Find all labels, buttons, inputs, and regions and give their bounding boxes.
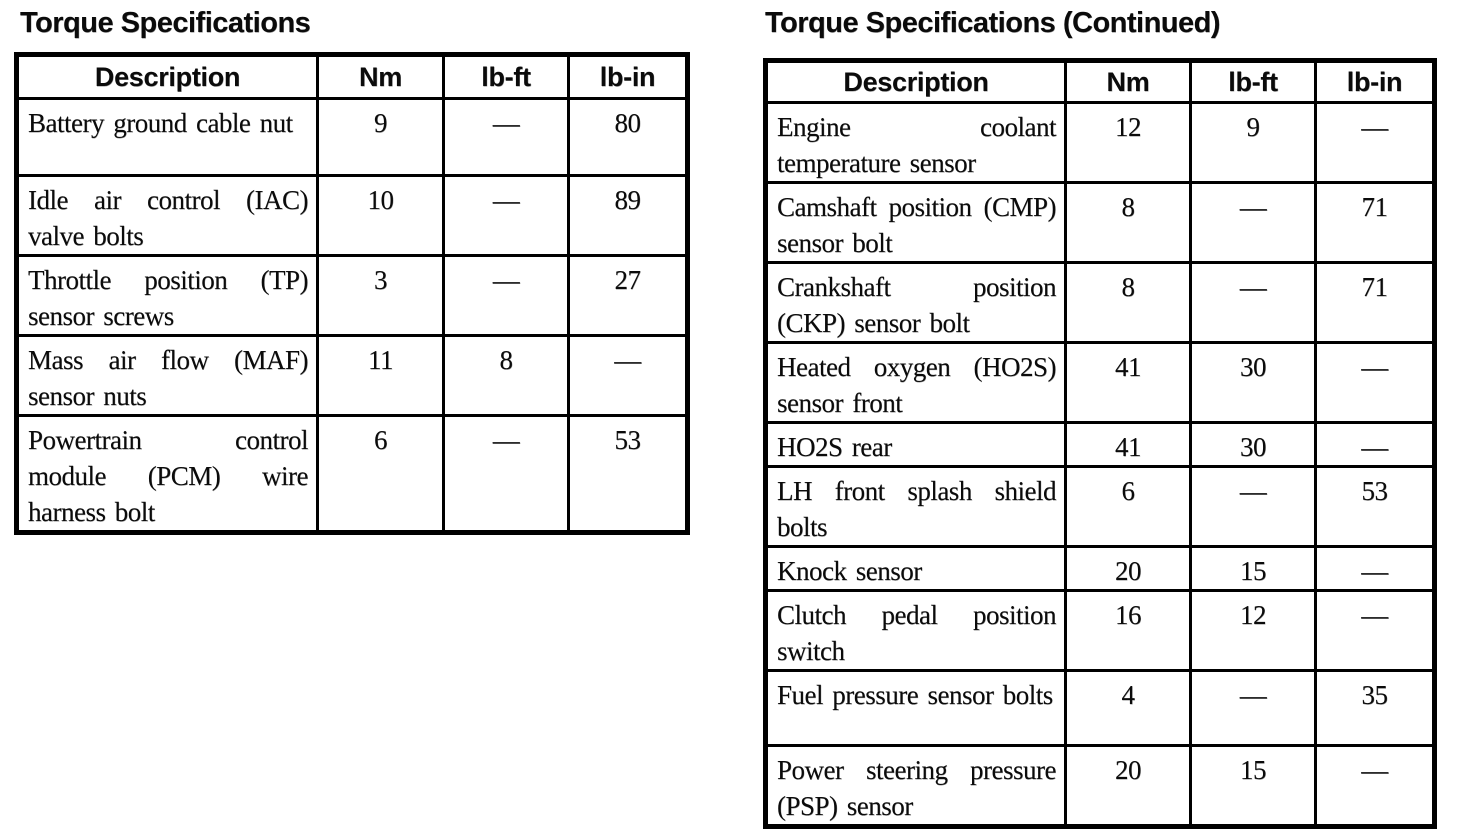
description-cell: Power steering pressure (PSP) sensor: [764, 744, 1067, 828]
column-header-lb-ft: lb-ft: [1189, 59, 1317, 104]
value-cell: 30: [1189, 341, 1317, 424]
value-cell: 35: [1314, 669, 1436, 747]
value-cell: —: [1314, 421, 1436, 468]
value-cell: 20: [1064, 545, 1192, 592]
value-cell: 4: [1064, 669, 1192, 747]
value-cell: 12: [1189, 589, 1317, 672]
table-row: Fuel pressure sensor bolts 4—35: [764, 669, 1436, 747]
value-cell: —: [442, 254, 570, 337]
value-cell: 8: [1064, 261, 1192, 344]
value-cell: —: [1314, 589, 1436, 672]
value-cell: 9: [316, 97, 445, 177]
torque-specifications-continued-table-block: Description Nm lb-ft lb-in Engine coolant te…: [763, 58, 1437, 829]
torque-specifications-continued-table: Description Nm lb-ft lb-in Engine coolant te…: [763, 58, 1437, 829]
right-table-title: Torque Specifications (Continued): [765, 7, 1221, 39]
value-cell: —: [1189, 261, 1317, 344]
table-row: Mass air flow (MAF) sensor nuts 11 8—: [15, 334, 689, 417]
description-cell: Clutch pedal position switch: [764, 589, 1067, 672]
value-cell: 89: [567, 174, 689, 257]
value-cell: —: [442, 174, 570, 257]
description-cell: Idle air control (IAC) valve bolts: [15, 174, 319, 257]
value-cell: 8: [1064, 181, 1192, 264]
description-cell: Throttle position (TP) sensor screws: [15, 254, 319, 337]
torque-specifications-table: Description Nm lb-ft lb-in Battery ground ca…: [14, 52, 690, 535]
value-cell: 12: [1064, 101, 1192, 184]
value-cell: 71: [1314, 181, 1436, 264]
value-cell: —: [1314, 744, 1436, 828]
value-cell: 53: [1314, 465, 1436, 548]
column-header-lb-in: lb-in: [1314, 59, 1436, 104]
column-header-lb-in: lb-in: [567, 53, 689, 100]
column-header-nm: Nm: [1064, 59, 1192, 104]
value-cell: —: [442, 414, 570, 534]
value-cell: —: [442, 97, 570, 177]
value-cell: 16: [1064, 589, 1192, 672]
value-cell: 20: [1064, 744, 1192, 828]
table-row: Battery ground cable nut 9—80: [15, 97, 689, 177]
value-cell: 6: [316, 414, 445, 534]
description-cell: Crankshaft position (CKP) sensor bolt: [764, 261, 1067, 344]
value-cell: 9: [1189, 101, 1317, 184]
column-header-description: Description: [764, 59, 1067, 104]
description-cell: HO2S rear: [764, 421, 1067, 468]
value-cell: —: [1189, 181, 1317, 264]
table-row: Power steering pressure (PSP) sensor 20 15…: [764, 744, 1436, 828]
table-row: Idle air control (IAC) valve bolts 10—89: [15, 174, 689, 257]
value-cell: —: [1189, 669, 1317, 747]
value-cell: 15: [1189, 744, 1317, 828]
description-cell: Powertrain control module (PCM) wire har…: [15, 414, 319, 534]
description-cell: LH front splash shield bolts: [764, 465, 1067, 548]
table-row: Heated oxygen (HO2S) sensor front 41 30—: [764, 341, 1436, 424]
value-cell: 30: [1189, 421, 1317, 468]
description-cell: Mass air flow (MAF) sensor nuts: [15, 334, 319, 417]
value-cell: 80: [567, 97, 689, 177]
description-cell: Battery ground cable nut: [15, 97, 319, 177]
value-cell: 41: [1064, 341, 1192, 424]
value-cell: 8: [442, 334, 570, 417]
description-cell: Fuel pressure sensor bolts: [764, 669, 1067, 747]
table-row: Throttle position (TP) sensor screws 3—27: [15, 254, 689, 337]
value-cell: 10: [316, 174, 445, 257]
value-cell: —: [1314, 341, 1436, 424]
table-row: Powertrain control module (PCM) wire har…: [15, 414, 689, 534]
value-cell: —: [1314, 101, 1436, 184]
table-row: Knock sensor 20 15—: [764, 545, 1436, 592]
value-cell: 11: [316, 334, 445, 417]
description-cell: Camshaft position (CMP) sensor bolt: [764, 181, 1067, 264]
value-cell: 41: [1064, 421, 1192, 468]
header-row: Description Nm lb-ft lb-in: [764, 59, 1436, 104]
value-cell: 71: [1314, 261, 1436, 344]
value-cell: 53: [567, 414, 689, 534]
description-cell: Heated oxygen (HO2S) sensor front: [764, 341, 1067, 424]
table-row: Crankshaft position (CKP) sensor bolt 8—7…: [764, 261, 1436, 344]
column-header-description: Description: [15, 53, 319, 100]
left-table-title: Torque Specifications: [20, 7, 311, 39]
column-header-nm: Nm: [316, 53, 445, 100]
torque-specifications-table-block: Description Nm lb-ft lb-in Battery ground ca…: [14, 52, 690, 535]
table-row: LH front splash shield bolts 6—53: [764, 465, 1436, 548]
description-cell: Knock sensor: [764, 545, 1067, 592]
value-cell: 27: [567, 254, 689, 337]
header-row: Description Nm lb-ft lb-in: [15, 53, 689, 100]
description-cell: Engine coolant temperature sensor: [764, 101, 1067, 184]
value-cell: —: [1314, 545, 1436, 592]
value-cell: 3: [316, 254, 445, 337]
value-cell: 6: [1064, 465, 1192, 548]
table-row: Clutch pedal position switch 16 12—: [764, 589, 1436, 672]
value-cell: —: [567, 334, 689, 417]
table-row: Engine coolant temperature sensor 12 9—: [764, 101, 1436, 184]
value-cell: 15: [1189, 545, 1317, 592]
table-row: HO2S rear 41 30—: [764, 421, 1436, 468]
column-header-lb-ft: lb-ft: [442, 53, 570, 100]
table-row: Camshaft position (CMP) sensor bolt 8—71: [764, 181, 1436, 264]
value-cell: —: [1189, 465, 1317, 548]
